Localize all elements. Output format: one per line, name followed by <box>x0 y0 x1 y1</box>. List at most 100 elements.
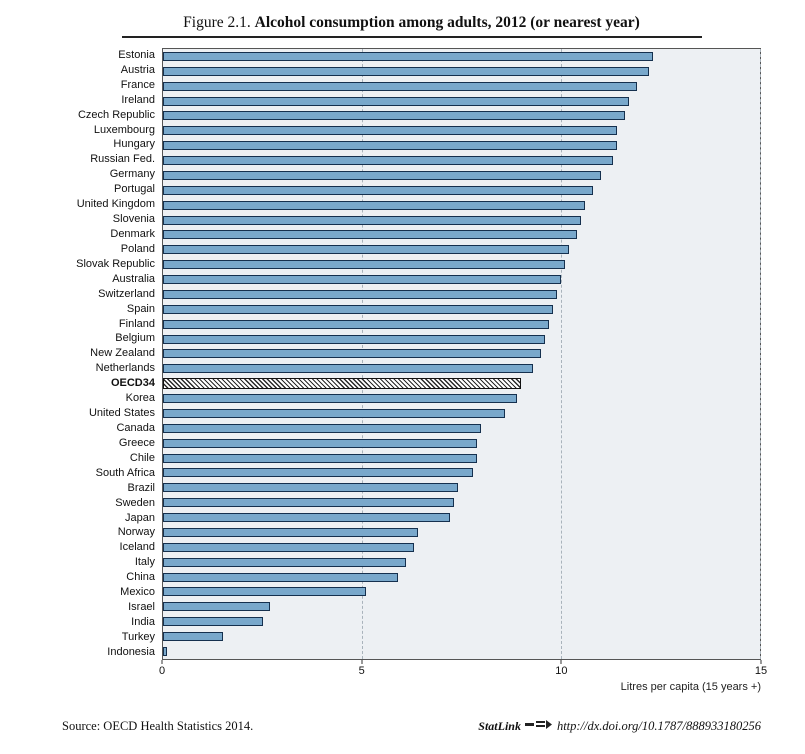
category-label-israel: Israel <box>128 601 155 614</box>
category-label-mexico: Mexico <box>120 586 155 599</box>
category-label-slovenia: Slovenia <box>112 213 155 226</box>
bar-row-israel <box>163 599 760 614</box>
bar-indonesia <box>163 646 167 656</box>
category-label-china: China <box>126 571 155 584</box>
bar-poland <box>163 245 569 255</box>
bar-japan <box>163 513 450 523</box>
bar-greece <box>163 438 478 448</box>
bar-iceland <box>163 542 414 552</box>
bar-belgium <box>163 334 546 344</box>
bar-row-denmark <box>163 228 760 243</box>
bar-russian-fed <box>163 156 613 166</box>
tick-mark-10 <box>560 660 562 664</box>
bar-portugal <box>163 185 593 195</box>
plot-wrap: 0 5 10 15 Litres per capita (15 years +) <box>158 48 767 693</box>
bar-row-mexico <box>163 585 760 600</box>
category-label-russian-fed: Russian Fed. <box>90 153 155 166</box>
category-label-finland: Finland <box>118 317 155 330</box>
category-label-greece: Greece <box>118 436 155 449</box>
bar-czech-republic <box>163 111 625 121</box>
tick-label-5: 5 <box>358 665 365 677</box>
bar-row-indonesia <box>163 644 760 659</box>
bar-south-africa <box>163 468 474 478</box>
bar-row-canada <box>163 421 760 436</box>
category-label-canada: Canada <box>116 422 155 434</box>
bar-spain <box>163 304 554 314</box>
bar-row-germany <box>163 168 760 183</box>
category-label-estonia: Estonia <box>118 48 155 61</box>
category-label-italy: Italy <box>134 556 155 569</box>
category-label-austria: Austria <box>120 63 155 76</box>
tick-mark-0 <box>161 660 163 664</box>
bar-row-united-kingdom <box>163 198 760 213</box>
bar-row-norway <box>163 525 760 540</box>
bar-row-brazil <box>163 480 760 495</box>
category-label-united-states: United States <box>88 407 155 420</box>
category-label-korea: Korea <box>125 392 155 405</box>
bar-brazil <box>163 483 458 493</box>
bar-row-spain <box>163 302 760 317</box>
bar-row-india <box>163 614 760 629</box>
category-label-australia: Australia <box>112 272 155 285</box>
bar-row-turkey <box>163 629 760 644</box>
category-label-chile: Chile <box>129 451 155 464</box>
category-label-luxembourg: Luxembourg <box>93 123 155 136</box>
bar-row-japan <box>163 510 760 525</box>
bar-row-finland <box>163 317 760 332</box>
bar-row-austria <box>163 64 760 79</box>
source-note: Source: OECD Health Statistics 2014. <box>62 718 254 733</box>
statlink-icon <box>524 717 553 735</box>
bar-row-portugal <box>163 183 760 198</box>
bar-row-france <box>163 79 760 94</box>
bar-row-china <box>163 570 760 585</box>
bar-row-sweden <box>163 495 760 510</box>
bar-row-belgium <box>163 332 760 347</box>
category-label-spain: Spain <box>126 302 155 315</box>
bar-turkey <box>163 632 223 642</box>
bar-united-kingdom <box>163 200 585 210</box>
bar-row-australia <box>163 272 760 287</box>
tick-mark-15 <box>760 660 762 664</box>
bar-chart: Estonia Austria France Ireland Czech Republi… <box>62 48 767 693</box>
bar-france <box>163 81 637 91</box>
tick-mark-5 <box>361 660 363 664</box>
category-labels: Estonia Austria France Ireland Czech Republi… <box>62 48 162 660</box>
category-label-iceland: Iceland <box>119 541 155 554</box>
x-axis-title: Litres per capita (15 years +) <box>620 681 761 693</box>
bar-hungary <box>163 141 617 151</box>
category-label-japan: Japan <box>125 511 155 524</box>
bar-estonia <box>163 51 653 61</box>
bar-row-czech-republic <box>163 109 760 124</box>
bar-row-south-africa <box>163 466 760 481</box>
bar-oecd34 <box>163 378 522 390</box>
bar-united-states <box>163 408 506 418</box>
bar-row-estonia <box>163 49 760 64</box>
x-axis: 0 5 10 15 <box>158 660 767 680</box>
bar-finland <box>163 319 550 329</box>
category-label-hungary: Hungary <box>113 138 155 151</box>
figure-title-text: Alcohol consumption among adults, 2012 (… <box>254 14 640 31</box>
bar-row-chile <box>163 451 760 466</box>
tick-label-0: 0 <box>158 665 166 677</box>
bar-row-italy <box>163 555 760 570</box>
category-label-indonesia: Indonesia <box>107 645 155 658</box>
bar-china <box>163 572 398 582</box>
bar-row-slovak-republic <box>163 257 760 272</box>
figure-title: Figure 2.1. Alcohol consumption among ad… <box>121 14 702 38</box>
bar-row-netherlands <box>163 361 760 376</box>
bar-row-korea <box>163 391 760 406</box>
category-label-brazil: Brazil <box>127 481 155 494</box>
bar-switzerland <box>163 289 558 299</box>
category-label-denmark: Denmark <box>110 228 155 241</box>
bar-row-luxembourg <box>163 123 760 138</box>
bar-denmark <box>163 230 577 240</box>
bar-italy <box>163 557 406 567</box>
category-label-new-zealand: New Zealand <box>90 347 155 360</box>
bar-row-poland <box>163 242 760 257</box>
gridline-10 <box>561 49 562 659</box>
plot-area <box>162 48 761 660</box>
bar-row-united-states <box>163 406 760 421</box>
statlink-url[interactable]: http://dx.doi.org/10.1787/888933180256 <box>556 718 761 733</box>
bar-row-russian-fed <box>163 153 760 168</box>
